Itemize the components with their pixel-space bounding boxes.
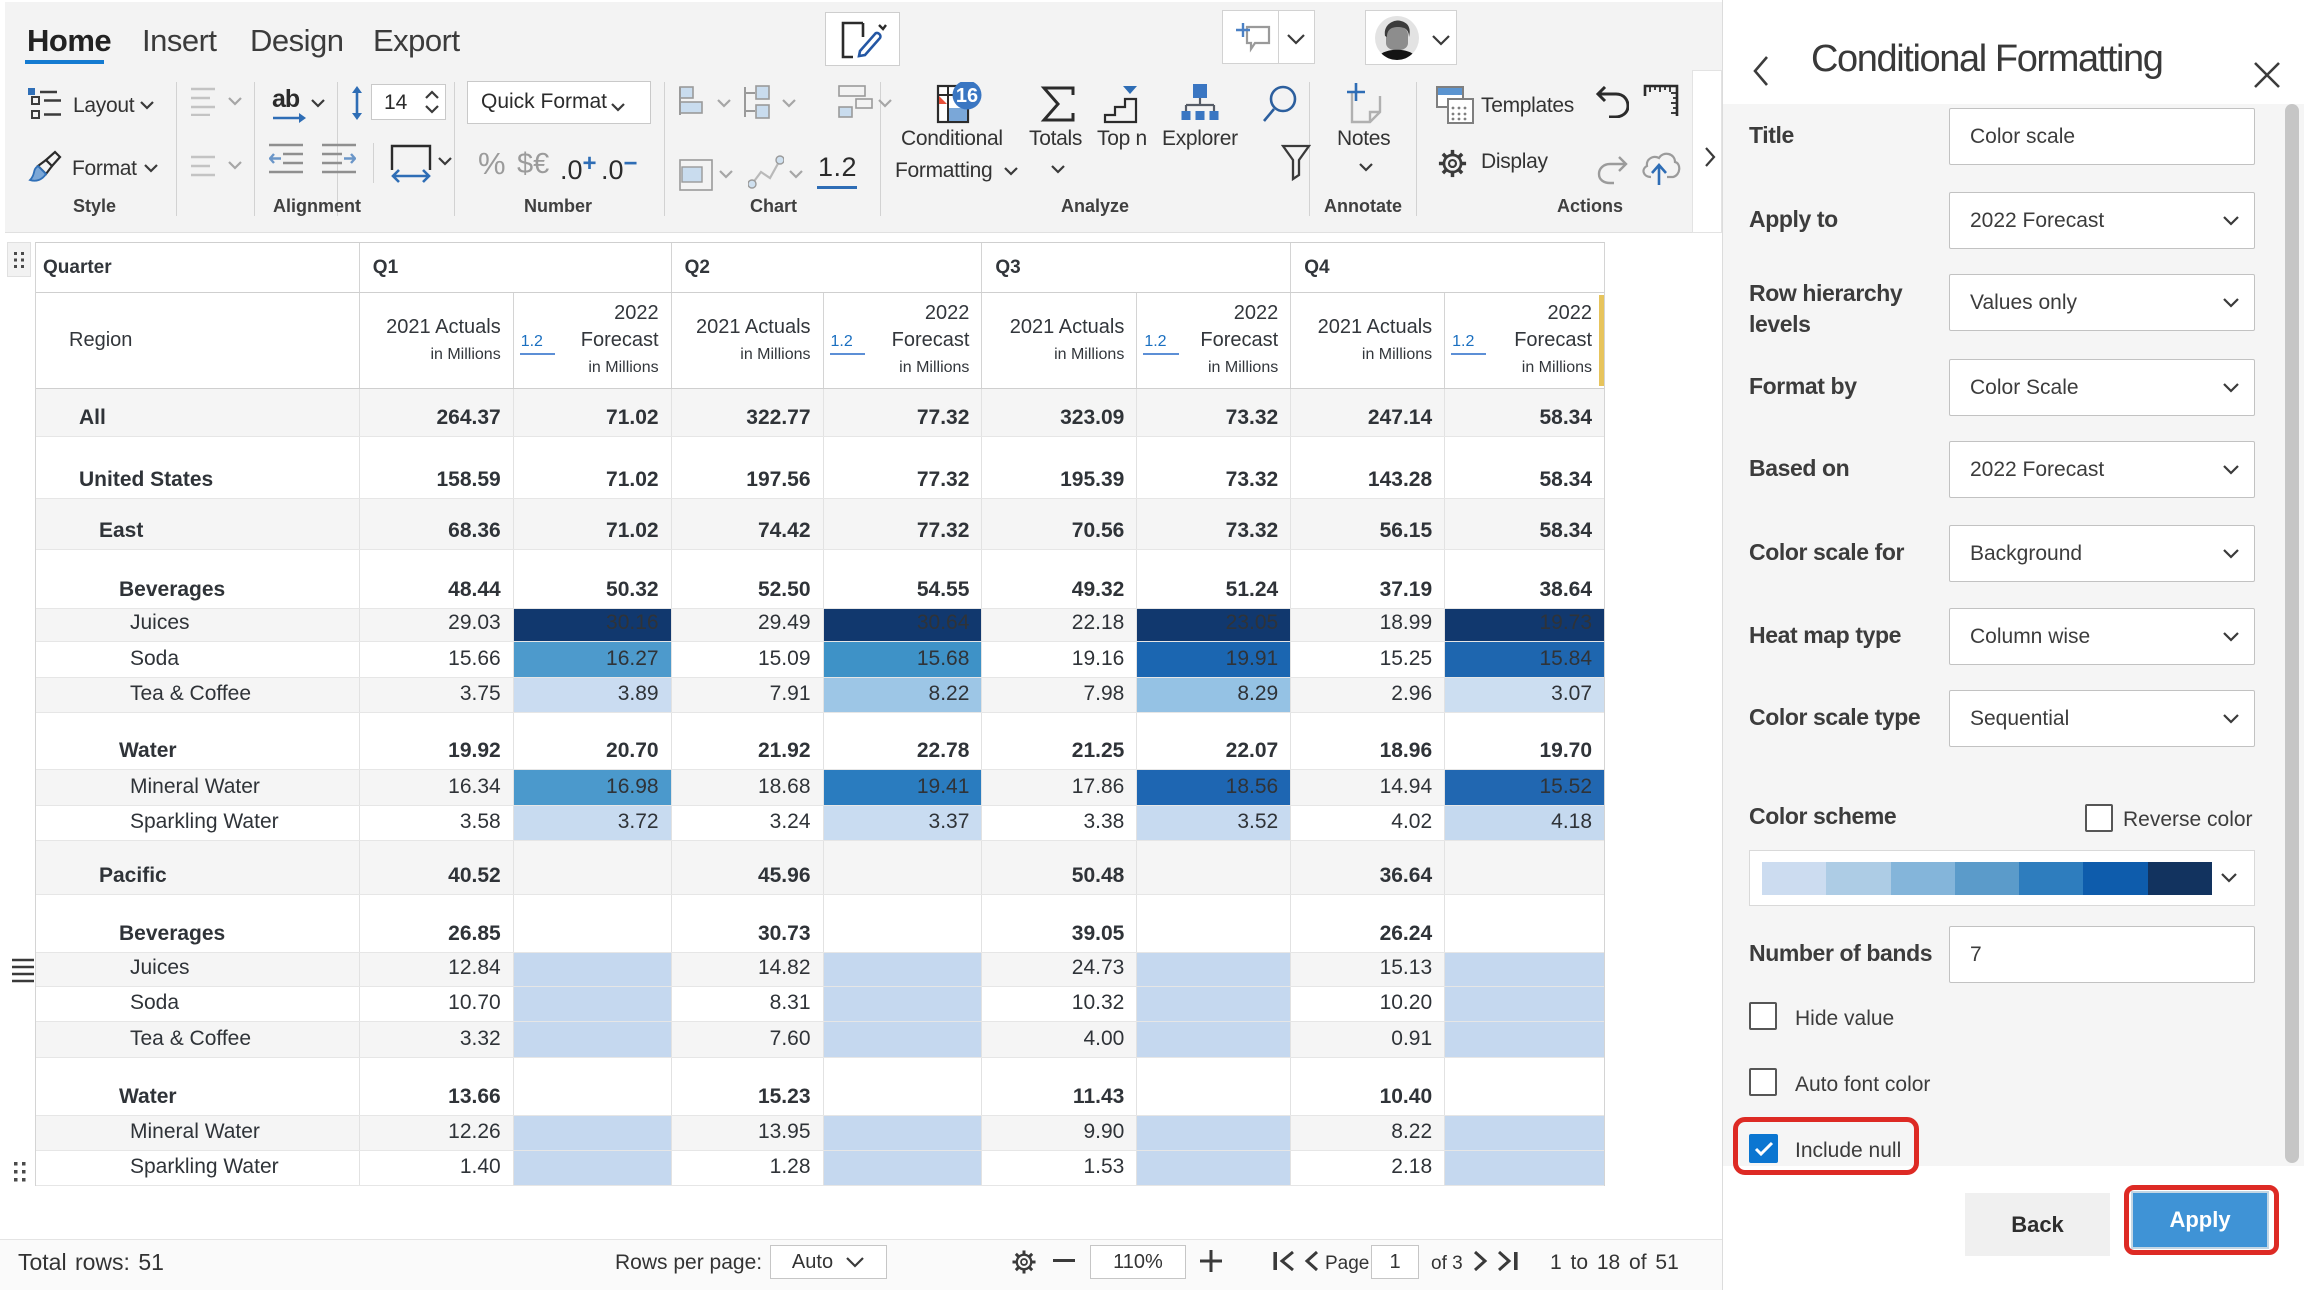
svg-text:16: 16 <box>956 85 978 107</box>
